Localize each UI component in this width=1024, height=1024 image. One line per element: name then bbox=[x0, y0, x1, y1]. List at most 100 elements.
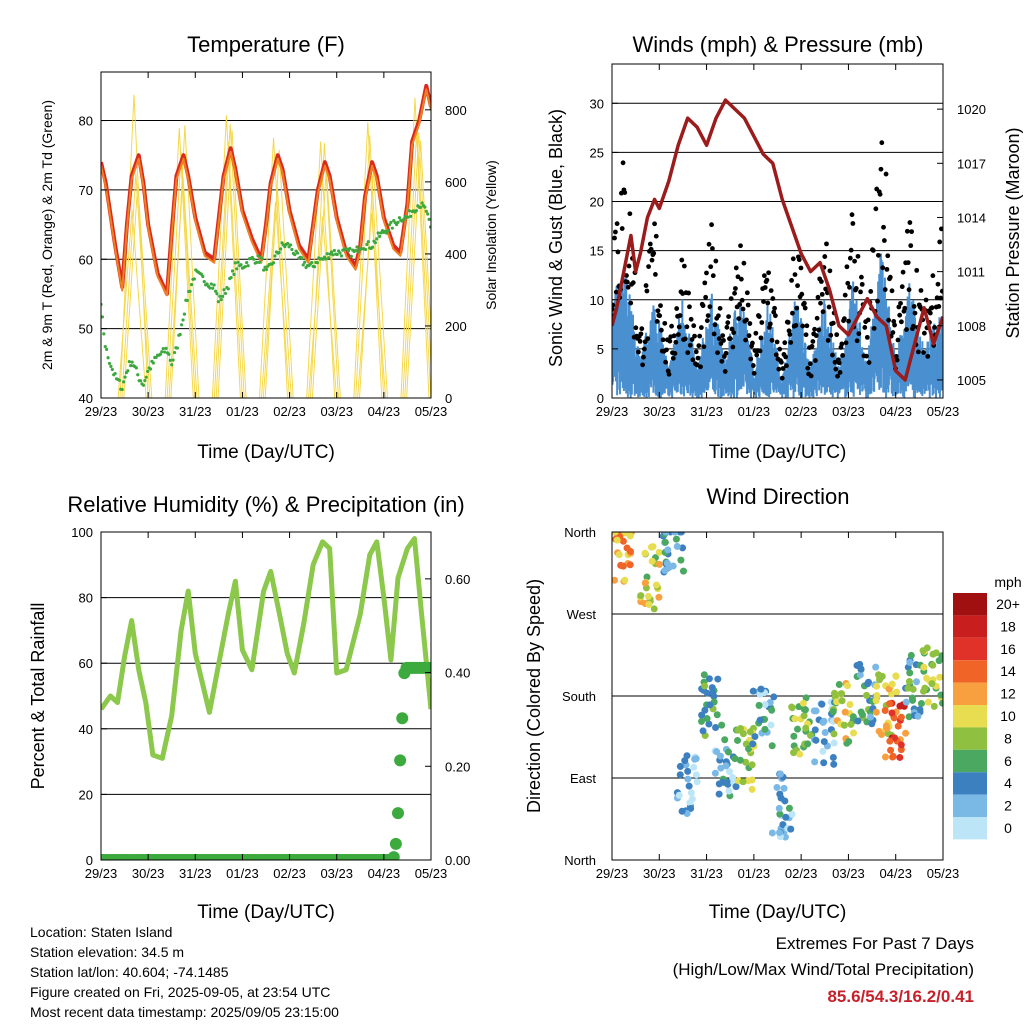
dewpoint-point bbox=[335, 252, 339, 257]
dewpoint-point bbox=[221, 294, 225, 298]
wind-direction-point bbox=[685, 782, 693, 790]
dewpoint-point bbox=[348, 246, 352, 251]
gust-point bbox=[908, 243, 914, 249]
insolation-line bbox=[264, 149, 294, 398]
wind-direction-point bbox=[863, 691, 871, 699]
wind-direction-point bbox=[800, 712, 808, 720]
dewpoint-point bbox=[106, 356, 110, 360]
gust-point bbox=[816, 327, 822, 333]
gust-point bbox=[710, 273, 716, 279]
gust-point bbox=[871, 325, 877, 331]
wind-direction-point bbox=[650, 605, 658, 613]
wind-direction-point bbox=[612, 576, 619, 584]
gust-point bbox=[664, 347, 669, 353]
gust-point bbox=[792, 272, 798, 277]
gust-point bbox=[885, 253, 891, 259]
wind-direction-point bbox=[623, 544, 631, 552]
x-tick-label: 02/23 bbox=[785, 404, 818, 419]
gust-point bbox=[710, 246, 715, 251]
gust-point bbox=[744, 317, 749, 323]
y-tick-label: North bbox=[564, 853, 596, 868]
plot-area bbox=[101, 83, 431, 398]
precipitation-point bbox=[392, 807, 404, 820]
chart-title: Temperature (F) bbox=[187, 32, 345, 57]
gust-point bbox=[844, 264, 850, 270]
gust-point bbox=[716, 336, 722, 342]
gust-point bbox=[841, 316, 847, 322]
wind-direction-point bbox=[712, 723, 720, 731]
gust-point bbox=[762, 285, 768, 290]
gust-point bbox=[637, 338, 643, 344]
wind-direction-point bbox=[768, 706, 776, 714]
wind-direction-point bbox=[736, 725, 744, 733]
wind-direction-point bbox=[664, 546, 672, 554]
gust-point bbox=[745, 302, 751, 308]
wind-direction-point bbox=[868, 720, 876, 728]
gust-point bbox=[853, 285, 859, 291]
y-tick-label: 40 bbox=[79, 722, 93, 737]
gust-point bbox=[921, 350, 926, 355]
gust-point bbox=[666, 371, 672, 377]
gust-point bbox=[712, 322, 718, 328]
dewpoint-point bbox=[143, 378, 147, 383]
gust-point bbox=[653, 272, 658, 277]
wind-direction-point bbox=[612, 532, 619, 536]
wind-direction-point bbox=[916, 706, 924, 714]
wind-direction-point bbox=[850, 729, 858, 737]
chart-panel-2: 29/23 30/23 31/23 01/23 02/23 03/23 04/23 05/23… bbox=[546, 32, 1023, 463]
gust-point bbox=[647, 241, 653, 247]
gust-point bbox=[612, 302, 616, 308]
gust-point bbox=[703, 294, 709, 300]
dewpoint-point bbox=[386, 229, 390, 233]
y2-tick-label: 600 bbox=[445, 175, 467, 190]
dewpoint-point bbox=[172, 350, 177, 355]
wind-direction-point bbox=[788, 810, 796, 818]
gust-point bbox=[764, 277, 770, 283]
gust-point bbox=[812, 326, 817, 332]
wind-direction-point bbox=[770, 693, 778, 701]
dewpoint-point bbox=[101, 315, 105, 319]
wind-direction-point bbox=[888, 709, 896, 717]
dewpoint-point bbox=[245, 260, 249, 265]
gust-point bbox=[761, 299, 766, 304]
wind-direction-point bbox=[835, 680, 843, 688]
colorbar-swatch bbox=[953, 772, 987, 795]
gust-point bbox=[936, 304, 942, 309]
y-tick-label: 70 bbox=[79, 183, 93, 198]
dewpoint-point bbox=[235, 267, 239, 271]
gust-point bbox=[929, 305, 935, 311]
wind-direction-point bbox=[873, 692, 881, 700]
wind-direction-point bbox=[731, 755, 739, 763]
gust-point bbox=[900, 269, 906, 275]
gust-point bbox=[826, 304, 832, 310]
gust-point bbox=[879, 140, 885, 146]
wind-direction-point bbox=[732, 783, 740, 791]
dewpoint-point bbox=[414, 209, 418, 213]
wind-direction-point bbox=[745, 745, 753, 753]
y-tick-label: 60 bbox=[79, 656, 93, 671]
gust-point bbox=[803, 332, 809, 338]
gust-point bbox=[837, 370, 843, 375]
x-tick-label: 04/23 bbox=[879, 404, 912, 419]
dewpoint-point bbox=[353, 248, 358, 253]
insolation-line bbox=[309, 143, 339, 398]
gust-point bbox=[805, 365, 811, 371]
gust-point bbox=[782, 340, 788, 346]
insolation-line bbox=[164, 128, 194, 398]
dewpoint-point bbox=[346, 249, 351, 253]
wind-direction-point bbox=[749, 740, 757, 748]
dewpoint-point bbox=[397, 216, 402, 220]
gust-point bbox=[820, 309, 826, 315]
gust-point bbox=[711, 331, 717, 337]
gust-point bbox=[644, 288, 650, 294]
dewpoint-point bbox=[185, 298, 189, 303]
insolation-line bbox=[170, 125, 200, 398]
plot-area bbox=[612, 98, 943, 398]
colorbar-label: 14 bbox=[1000, 663, 1016, 679]
gust-point bbox=[880, 265, 886, 271]
gust-point bbox=[700, 303, 706, 309]
dewpoint-point bbox=[232, 272, 236, 276]
gust-point bbox=[783, 354, 789, 360]
gust-point bbox=[865, 317, 871, 323]
wind-direction-point bbox=[673, 542, 681, 550]
